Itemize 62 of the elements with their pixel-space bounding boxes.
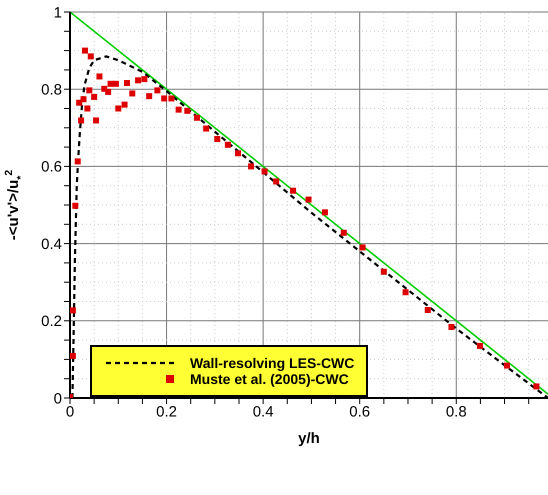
x-tick-label: 0 [66, 404, 74, 421]
point [168, 95, 174, 102]
point [176, 106, 182, 113]
point [88, 53, 94, 60]
y-tick-label: 0 [54, 390, 62, 408]
point [203, 126, 210, 132]
point [122, 102, 128, 108]
point [84, 106, 90, 112]
point [290, 188, 296, 194]
point [141, 76, 148, 82]
point [235, 150, 242, 156]
point [424, 306, 431, 313]
point [115, 106, 122, 112]
point [248, 163, 254, 170]
point [340, 230, 347, 236]
point [533, 383, 540, 390]
point [108, 80, 114, 87]
point [448, 324, 454, 330]
point [70, 307, 76, 314]
point [224, 142, 231, 148]
point [322, 209, 328, 216]
point [380, 268, 387, 275]
x-tick-label: 0.8 [446, 404, 467, 421]
x-tick-label: 0.2 [156, 404, 177, 421]
point [91, 94, 98, 100]
point [82, 48, 88, 54]
point [78, 117, 84, 124]
point [105, 88, 112, 95]
point [504, 362, 510, 369]
point [112, 80, 119, 87]
point [154, 87, 160, 94]
point [70, 352, 76, 359]
y-tick-label: 0.6 [41, 158, 62, 176]
point [129, 90, 136, 96]
legend-label: Wall-resolving LES-CWC [190, 355, 354, 371]
point [194, 114, 200, 121]
point [96, 73, 102, 80]
point [93, 117, 100, 124]
point [184, 108, 190, 114]
point [476, 342, 483, 349]
point [306, 196, 312, 203]
point [402, 289, 409, 296]
y-tick-label: 0.8 [41, 82, 62, 99]
point [124, 80, 130, 86]
point [262, 168, 268, 174]
x-tick-label: 0.4 [252, 404, 274, 421]
point [360, 244, 366, 250]
point [74, 158, 81, 164]
point [80, 96, 87, 102]
point [146, 93, 152, 100]
point [72, 202, 78, 209]
x-tick-label: 0.6 [349, 404, 370, 421]
y-tick-label: 0.4 [41, 236, 62, 253]
y-tick-label: 1 [54, 4, 62, 22]
point [273, 178, 280, 184]
point [161, 95, 168, 102]
point [214, 136, 220, 142]
y-tick-label: 0.2 [41, 313, 62, 330]
point [86, 87, 92, 94]
point [135, 77, 142, 84]
x-axis-title: y/h [298, 430, 320, 447]
legend-label: Muste et al. (2005)-CWC [190, 371, 349, 387]
